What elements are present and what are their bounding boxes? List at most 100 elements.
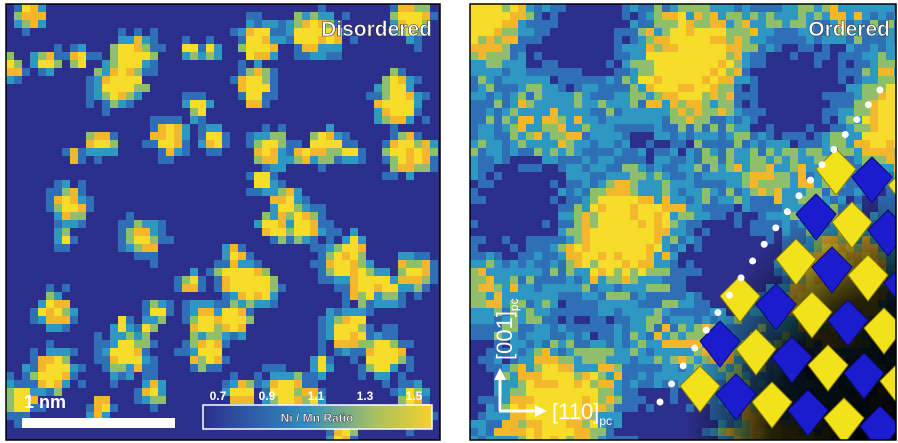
pixel: [518, 140, 526, 148]
pixel: [470, 324, 478, 332]
pixel: [766, 20, 774, 28]
pixel: [302, 228, 310, 236]
pixel: [62, 300, 70, 308]
pixel: [390, 116, 398, 124]
pixel: [286, 156, 294, 164]
pixel: [478, 92, 486, 100]
pixel: [166, 140, 174, 148]
pixel: [46, 340, 54, 348]
pixel: [510, 116, 518, 124]
pixel: [542, 316, 550, 324]
pixel: [566, 132, 574, 140]
pixel: [510, 180, 518, 188]
pixel: [614, 212, 622, 220]
pixel: [550, 228, 558, 236]
pixel: [606, 316, 614, 324]
pixel: [470, 244, 478, 252]
pixel: [638, 156, 646, 164]
pixel: [142, 140, 150, 148]
pixel: [470, 20, 478, 28]
pixel: [334, 132, 342, 140]
pixel: [726, 44, 734, 52]
pixel: [342, 268, 350, 276]
pixel: [670, 116, 678, 124]
pixel: [334, 252, 342, 260]
pixel: [270, 228, 278, 236]
pixel: [30, 4, 38, 12]
pixel: [494, 140, 502, 148]
pixel: [574, 212, 582, 220]
pixel: [350, 260, 358, 268]
pixel: [22, 380, 30, 388]
pixel: [470, 380, 478, 388]
pixel: [246, 308, 254, 316]
pixel: [846, 4, 854, 12]
pixel: [542, 236, 550, 244]
pixel: [646, 164, 654, 172]
pixel: [414, 92, 422, 100]
pixel: [118, 372, 126, 380]
pixel: [318, 316, 326, 324]
pixel: [254, 12, 262, 20]
panel-title: Ordered: [808, 18, 890, 41]
pixel: [742, 4, 750, 12]
pixel: [766, 44, 774, 52]
pixel: [678, 148, 686, 156]
pixel: [734, 60, 742, 68]
pixel: [574, 260, 582, 268]
pixel: [206, 36, 214, 44]
pixel: [558, 132, 566, 140]
pixel: [694, 132, 702, 140]
pixel: [606, 292, 614, 300]
pixel: [566, 292, 574, 300]
pixel: [822, 100, 830, 108]
pixel: [46, 60, 54, 68]
pixel: [542, 4, 550, 12]
pixel: [182, 340, 190, 348]
pixel: [510, 364, 518, 372]
pixel: [670, 36, 678, 44]
pixel: [638, 396, 646, 404]
pixel: [582, 188, 590, 196]
pixel: [262, 28, 270, 36]
pixel: [630, 60, 638, 68]
pixel: [262, 228, 270, 236]
pixel: [478, 388, 486, 396]
pixel: [638, 196, 646, 204]
pixel: [470, 60, 478, 68]
pixel: [598, 140, 606, 148]
pixel: [710, 84, 718, 92]
pixel: [246, 76, 254, 84]
pixel: [550, 92, 558, 100]
pixel: [102, 68, 110, 76]
pixel: [334, 348, 342, 356]
pixel: [286, 220, 294, 228]
pixel: [478, 268, 486, 276]
pixel: [486, 284, 494, 292]
pixel: [222, 268, 230, 276]
pixel: [694, 92, 702, 100]
pixel: [126, 244, 134, 252]
pixel: [854, 132, 862, 140]
pixel: [134, 44, 142, 52]
pixel: [518, 316, 526, 324]
pixel: [30, 52, 38, 60]
pixel: [558, 428, 566, 436]
pixel: [502, 188, 510, 196]
pixel: [574, 308, 582, 316]
pixel: [150, 44, 158, 52]
pixel: [598, 12, 606, 20]
pixel: [838, 4, 846, 12]
pixel: [222, 324, 230, 332]
pixel: [142, 332, 150, 340]
pixel: [22, 372, 30, 380]
pixel: [566, 84, 574, 92]
pixel: [502, 164, 510, 172]
pixel: [230, 252, 238, 260]
pixel: [550, 156, 558, 164]
pixel: [406, 92, 414, 100]
pixel: [614, 4, 622, 12]
pixel: [318, 140, 326, 148]
pixel: [822, 4, 830, 12]
pixel: [598, 324, 606, 332]
